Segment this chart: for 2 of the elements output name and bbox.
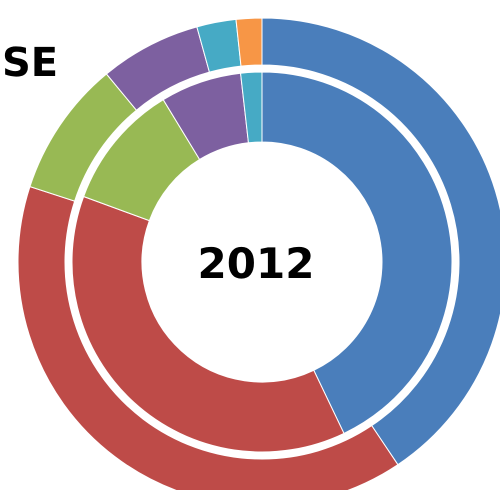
text: 2012 (198, 239, 314, 288)
text: SE (2, 40, 58, 86)
